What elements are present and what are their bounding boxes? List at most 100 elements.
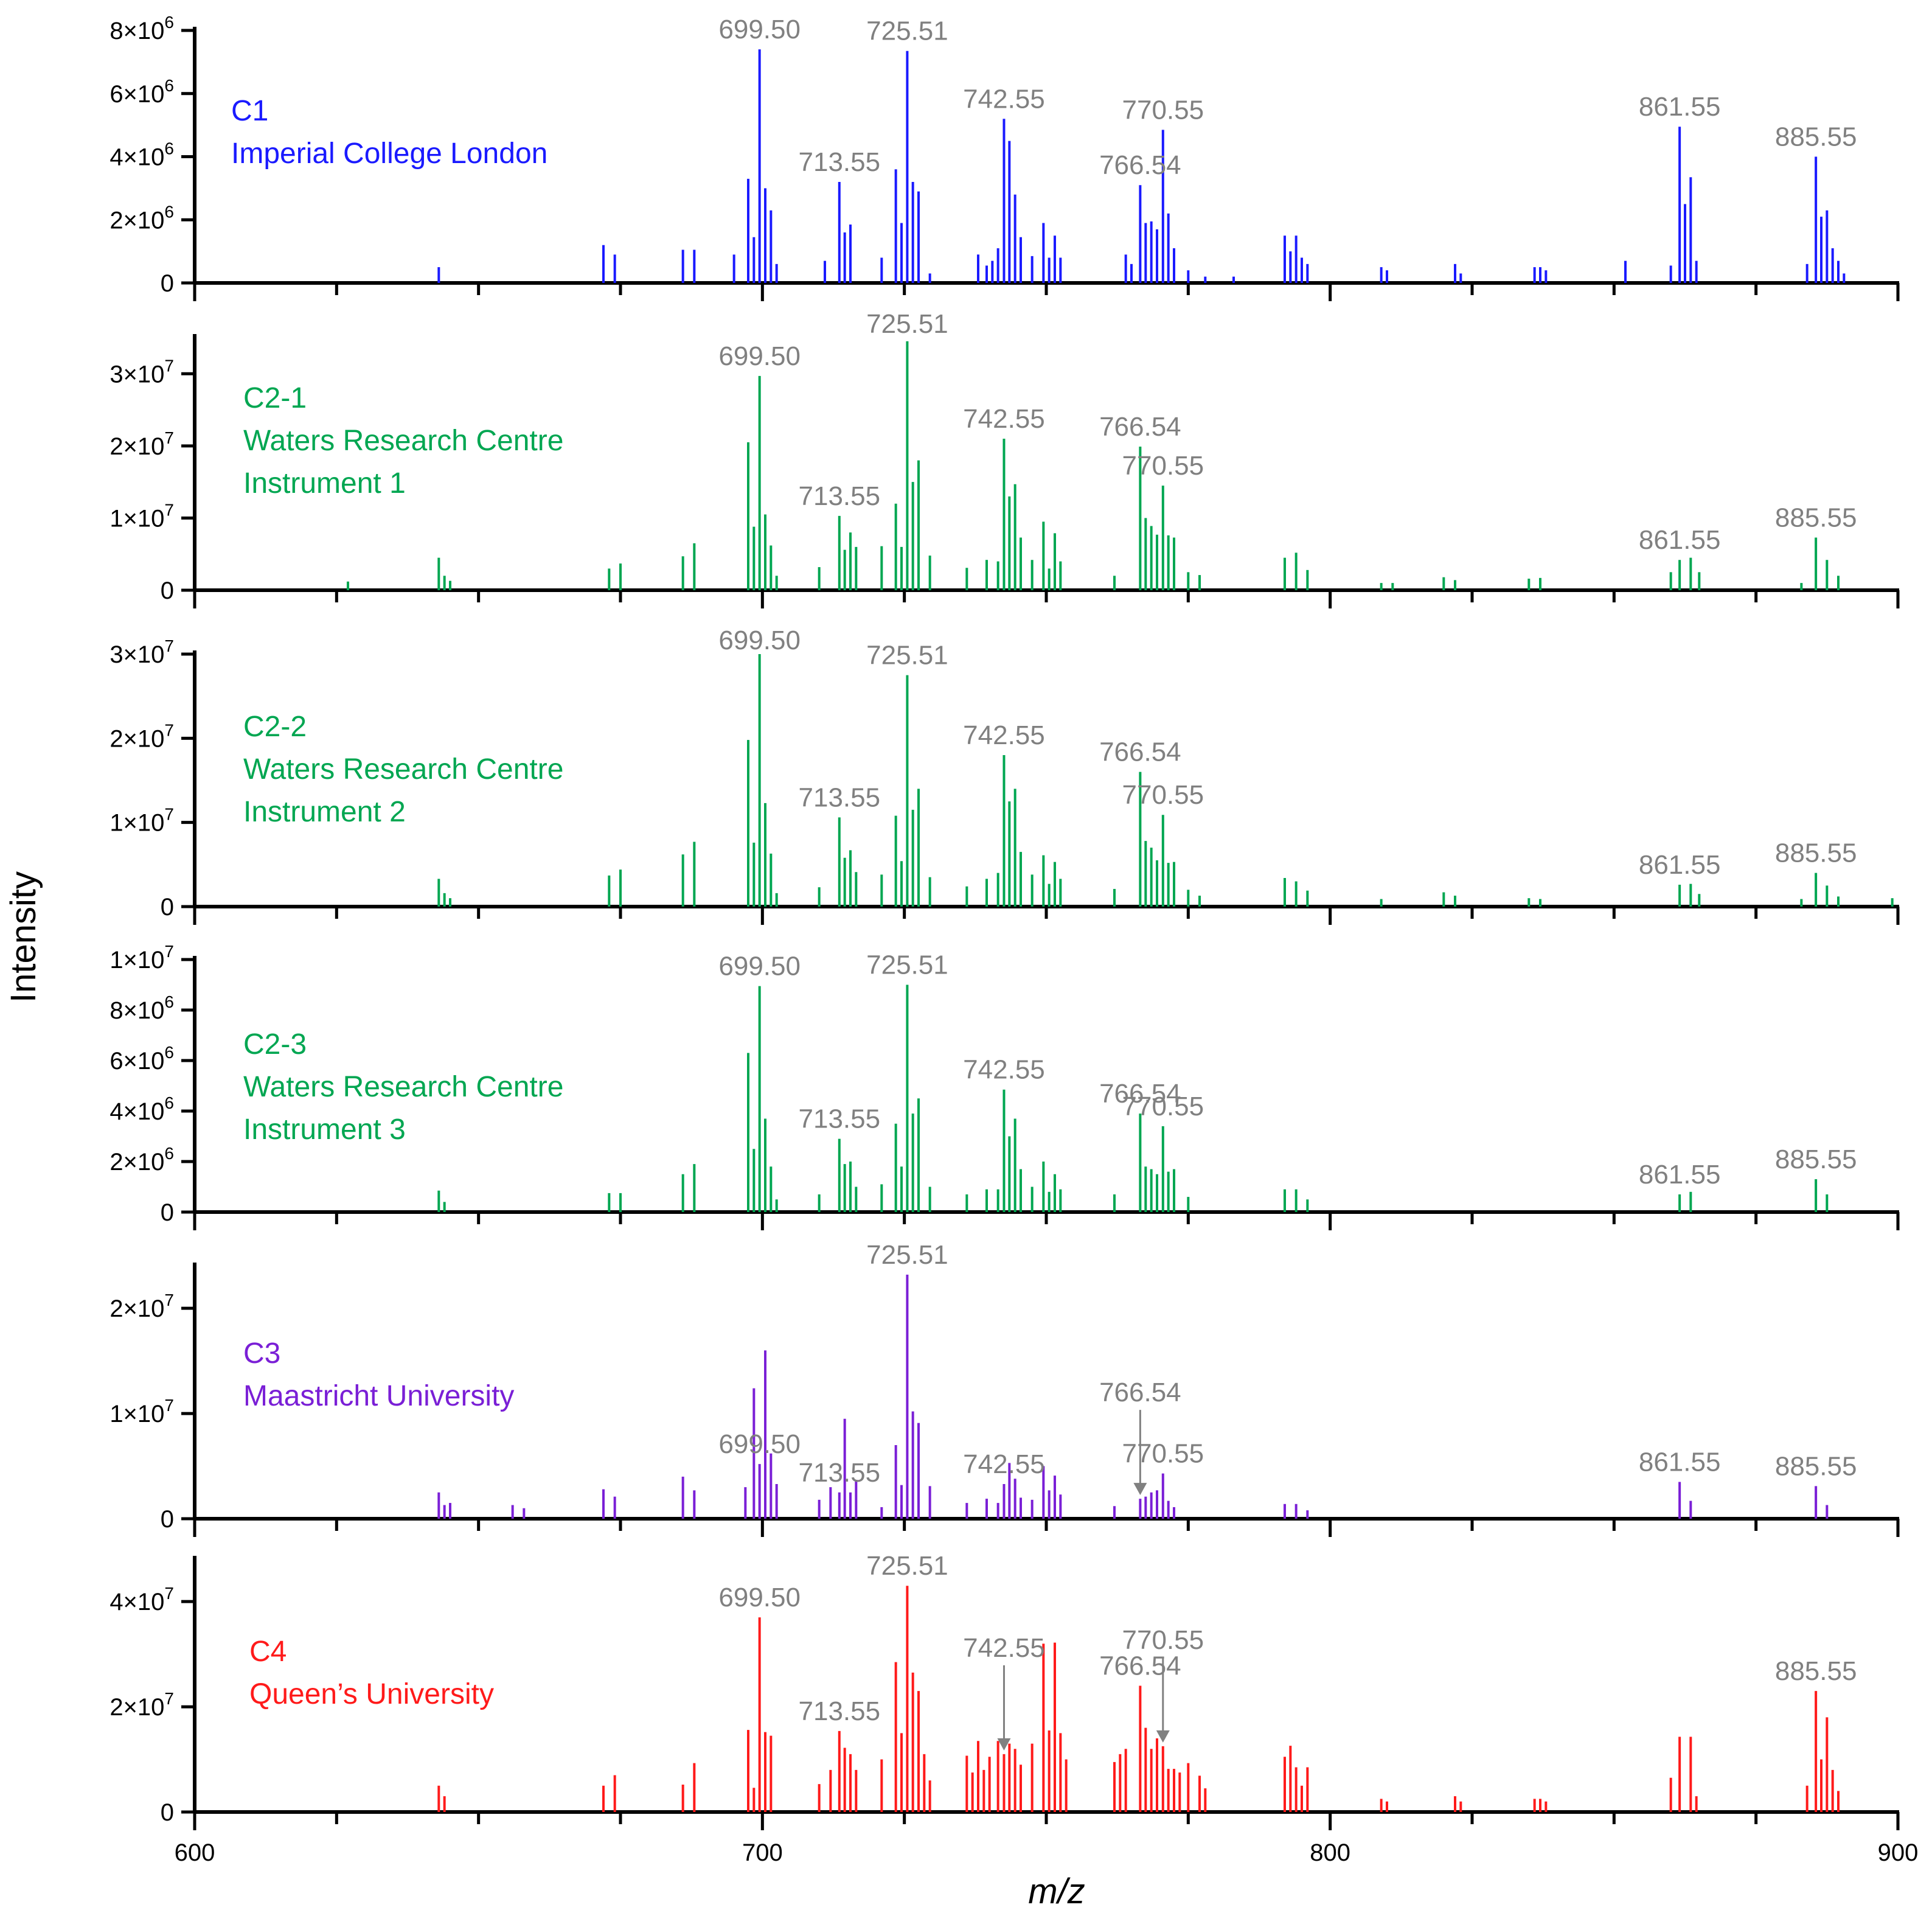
peak-label: 742.55 — [963, 1055, 1045, 1085]
peak-label: 861.55 — [1639, 850, 1721, 880]
peak-label: 770.55 — [1122, 451, 1204, 481]
y-tick-label: 6×106 — [109, 1043, 174, 1075]
y-tick-label: 2×106 — [109, 1144, 174, 1176]
peak-label: 770.55 — [1122, 1439, 1204, 1469]
peak-label: 725.51 — [866, 16, 948, 46]
y-tick-label: 0 — [161, 1199, 174, 1226]
y-tick-label: 4×106 — [109, 1093, 174, 1125]
y-tick-label: 2×107 — [109, 720, 174, 752]
peak-label: 861.55 — [1639, 1160, 1721, 1190]
peak-label: 713.55 — [799, 1696, 881, 1726]
peak-label: 699.50 — [718, 15, 801, 44]
y-tick-label: 3×107 — [109, 636, 174, 668]
y-tick-label: 2×107 — [109, 1291, 174, 1322]
panel-label-line: Waters Research Centre — [243, 1071, 563, 1103]
y-tick-label: 1×107 — [109, 942, 174, 974]
peak-label: 713.55 — [799, 147, 881, 177]
panel-label-line: C3 — [243, 1337, 280, 1370]
peak-label: 885.55 — [1775, 503, 1857, 532]
panel-c2-3: 0 2×106 4×106 6×106 8×106 1×107 C2-3 Waters Res… — [109, 942, 1900, 1230]
y-tick-label: 2×106 — [109, 202, 174, 234]
peak-label: 742.55 — [963, 1633, 1045, 1663]
x-tick-label: 800 — [1310, 1839, 1350, 1866]
panel-c4: 0 2×107 4×107 C4 Queen’s University 725.51 699… — [109, 1551, 1900, 1830]
peak-label: 766.54 — [1099, 1079, 1181, 1109]
peak-label: 713.55 — [799, 1458, 881, 1488]
y-axis-title: Intensity — [4, 871, 43, 1003]
y-tick-label: 4×106 — [109, 139, 174, 171]
y-tick-label: 0 — [161, 577, 174, 604]
peak-label: 699.50 — [718, 1429, 801, 1459]
y-tick-label: 2×107 — [109, 428, 174, 460]
peak-label: 770.55 — [1122, 780, 1204, 810]
panel-c2-1: 0 1×107 2×107 3×107 C2-1 Waters Research Cent… — [109, 309, 1900, 608]
panel-label-line: C1 — [231, 95, 268, 127]
panel-label-line: C4 — [249, 1636, 287, 1668]
peak-label: 885.55 — [1775, 838, 1857, 868]
x-tick-label: 600 — [175, 1839, 215, 1866]
panel-label-line: Instrument 3 — [243, 1113, 406, 1146]
peak-label: 725.51 — [866, 1551, 948, 1581]
peak-label: 699.50 — [718, 341, 801, 371]
panel-label-line: Instrument 2 — [243, 796, 406, 828]
peak-label: 742.55 — [963, 1449, 1045, 1479]
peak-label: 885.55 — [1775, 1451, 1857, 1481]
peak-label: 742.55 — [963, 84, 1045, 114]
y-tick-label: 1×107 — [109, 805, 174, 837]
peak-label: 770.55 — [1122, 1092, 1204, 1121]
peak-label: 713.55 — [799, 782, 881, 812]
peak-label: 742.55 — [963, 720, 1045, 750]
y-tick-label: 3×107 — [109, 356, 174, 388]
y-tick-label: 6×106 — [109, 76, 174, 108]
y-tick-label: 1×107 — [109, 500, 174, 532]
peak-label: 885.55 — [1775, 1145, 1857, 1174]
peak-label: 725.51 — [866, 950, 948, 980]
panel-label-line: Instrument 1 — [243, 467, 406, 500]
panel-label-line: Imperial College London — [231, 138, 547, 170]
panel-c2-2: 0 1×107 2×107 3×107 C2-2 Waters Research Cent… — [109, 625, 1900, 925]
panel-label-line: C2-2 — [243, 711, 307, 743]
panel-label-line: Waters Research Centre — [243, 753, 563, 786]
annotation-arrowhead — [1156, 1730, 1170, 1743]
panel-c1: 0 2×106 4×106 6×106 8×106 C1 Imperial College … — [109, 13, 1900, 301]
peak-label: 725.51 — [866, 641, 948, 671]
y-tick-label: 0 — [161, 894, 174, 921]
y-tick-label: 0 — [161, 1799, 174, 1826]
peak-label: 713.55 — [799, 481, 881, 511]
peak-label: 725.51 — [866, 1240, 948, 1270]
peak-label: 770.55 — [1122, 95, 1204, 125]
peak-label: 725.51 — [866, 309, 948, 339]
panel-label-line: C2-1 — [243, 382, 307, 414]
panel-label-line: Queen’s University — [249, 1678, 494, 1710]
annotation-arrowhead — [997, 1738, 1011, 1751]
panel-label-line: Waters Research Centre — [243, 425, 563, 457]
y-tick-label: 8×106 — [109, 992, 174, 1024]
panel-c3: 0 1×107 2×107 C3 Maastricht University 725.51… — [109, 1240, 1900, 1537]
panel-label-line: Maastricht University — [243, 1380, 514, 1412]
peak-label: 861.55 — [1639, 525, 1721, 555]
peak-label: 861.55 — [1639, 92, 1721, 122]
peak-label: 766.54 — [1099, 1651, 1181, 1681]
annotation-arrowhead — [1133, 1483, 1147, 1496]
peak-label: 885.55 — [1775, 122, 1857, 152]
peak-label: 713.55 — [799, 1104, 881, 1134]
y-tick-label: 4×107 — [109, 1584, 174, 1615]
x-axis: 600 700 800 900 — [175, 1839, 1919, 1866]
peak-label: 699.50 — [718, 952, 801, 981]
peak-label: 766.54 — [1099, 1378, 1181, 1407]
x-tick-label: 900 — [1878, 1839, 1919, 1866]
x-tick-label: 700 — [742, 1839, 783, 1866]
y-tick-label: 0 — [161, 270, 174, 297]
peak-label: 770.55 — [1122, 1625, 1204, 1655]
y-tick-label: 8×106 — [109, 13, 174, 44]
peak-label: 699.50 — [718, 625, 801, 655]
y-tick-label: 1×107 — [109, 1396, 174, 1427]
y-tick-label: 0 — [161, 1506, 174, 1533]
peak-label: 885.55 — [1775, 1656, 1857, 1686]
x-axis-title: m/z — [1028, 1872, 1085, 1911]
y-tick-label: 2×107 — [109, 1689, 174, 1721]
peak-label: 766.54 — [1099, 412, 1181, 442]
peak-label: 861.55 — [1639, 1447, 1721, 1477]
peak-label: 742.55 — [963, 404, 1045, 434]
